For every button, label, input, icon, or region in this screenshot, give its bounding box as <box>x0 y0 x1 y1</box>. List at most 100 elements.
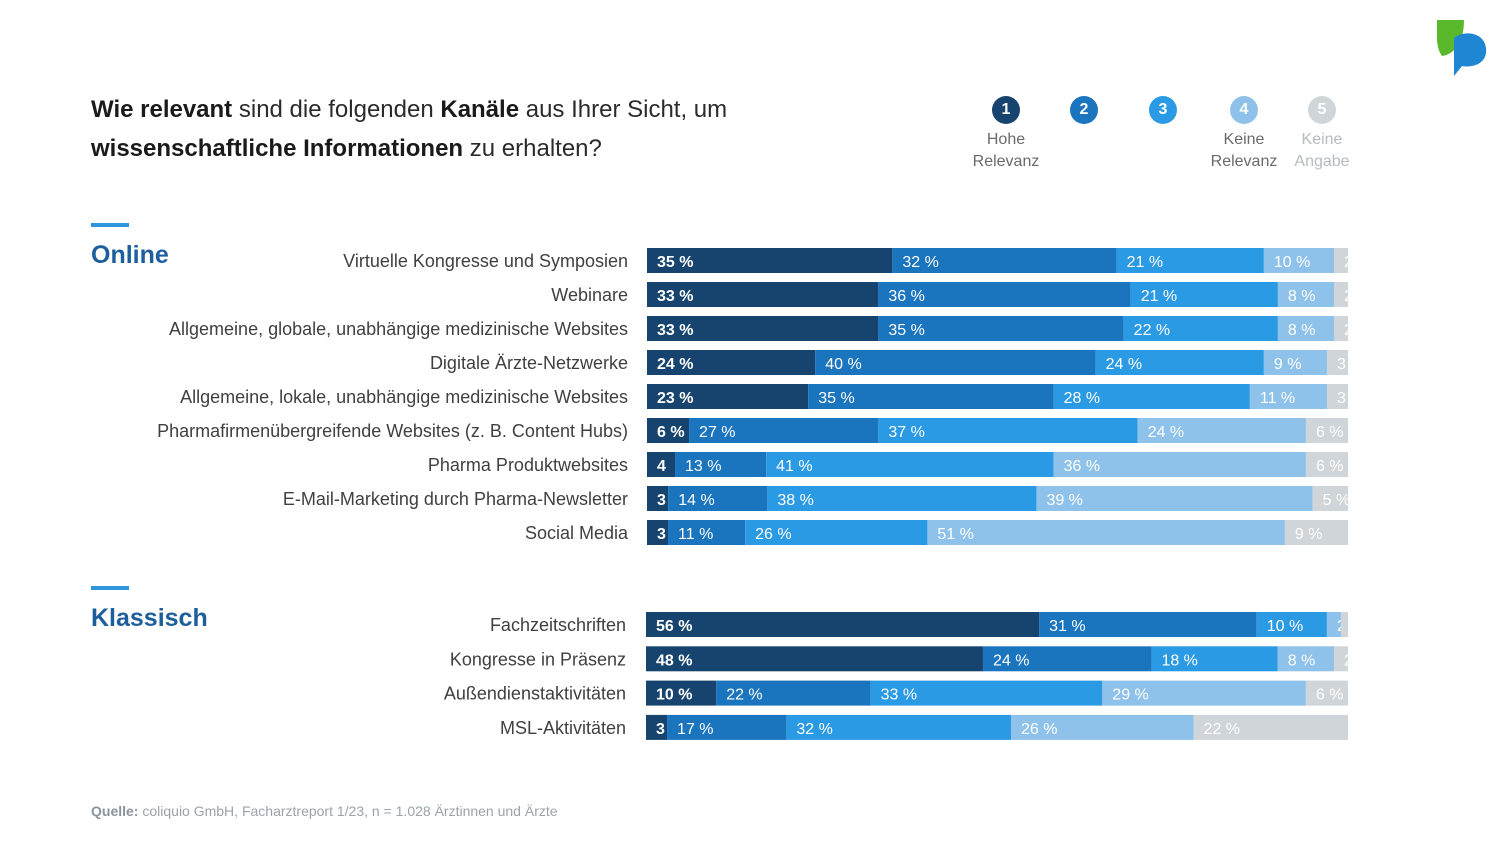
category-label: Social Media <box>525 523 629 543</box>
value-label: 4 <box>657 458 666 475</box>
coliquio-logo <box>1437 20 1487 76</box>
bar-segment-5 <box>1333 282 1348 307</box>
bar-segment-4 <box>1277 316 1334 341</box>
value-label: 11 % <box>1260 390 1295 407</box>
value-label: 36 % <box>1064 458 1100 475</box>
category-label: Virtuelle Kongresse und Symposien <box>343 251 628 271</box>
value-label: 9 % <box>1274 356 1302 373</box>
bar-segment-3 <box>1053 384 1250 409</box>
bar-segment-4 <box>1277 282 1334 307</box>
value-label: 35 % <box>818 390 854 407</box>
value-label: 27 % <box>699 424 735 441</box>
value-label: 39 % <box>1046 492 1082 509</box>
value-label: 2 <box>1344 254 1353 271</box>
category-label: Kongresse in Präsenz <box>450 649 626 669</box>
bar-segment-3 <box>766 452 1054 477</box>
value-label: 24 % <box>1148 424 1184 441</box>
bar-segment-4 <box>1036 486 1313 511</box>
bar-segment-1 <box>647 418 690 443</box>
value-label: 10 % <box>1267 618 1303 635</box>
bar-segment-4 <box>1053 452 1306 477</box>
bar-segment-5 <box>1333 646 1348 672</box>
value-label: 23 % <box>657 390 693 407</box>
value-label: 3 <box>1337 390 1346 407</box>
bar-segment-1 <box>647 486 669 511</box>
legend-circle: 5 <box>1308 96 1336 124</box>
bar-segment-2 <box>689 418 879 443</box>
value-label: 32 % <box>902 254 938 271</box>
bar-segment-1 <box>647 520 669 545</box>
value-label: 22 % <box>726 687 762 704</box>
value-label: 40 % <box>825 356 861 373</box>
category-label: Fachzeitschriften <box>490 615 626 635</box>
bar-segment-2 <box>815 350 1096 375</box>
legend-circle: 3 <box>1149 96 1177 124</box>
bar-segment-3 <box>767 486 1037 511</box>
value-label: 51 % <box>937 526 973 543</box>
category-label: MSL-Aktivitäten <box>500 718 626 738</box>
value-label: 3 <box>656 721 665 738</box>
bar-segment-1 <box>647 384 809 409</box>
value-label: 3 <box>657 492 666 509</box>
value-label: 38 % <box>777 492 813 509</box>
value-label: 11 % <box>678 526 713 543</box>
bar-segment-1 <box>647 248 893 273</box>
legend-item-3: 3 <box>1118 96 1208 124</box>
bar-segment-1 <box>647 282 879 307</box>
legend-label: Keine Angabe <box>1294 131 1350 170</box>
value-label: 33 % <box>881 687 917 704</box>
value-label: 32 % <box>796 721 832 738</box>
value-label: 24 % <box>1106 356 1142 373</box>
bar-segment-2 <box>878 282 1131 307</box>
value-label: 17 % <box>677 721 713 738</box>
source-note: Quelle: coliquio GmbH, Facharztreport 1/… <box>91 803 558 819</box>
value-label: 22 % <box>1134 322 1170 339</box>
bar-segment-2 <box>675 452 767 477</box>
bar-segment-4 <box>1137 418 1306 443</box>
bar-segment-3 <box>870 680 1103 706</box>
value-label: 26 % <box>755 526 791 543</box>
value-label: 37 % <box>888 424 924 441</box>
value-label: 21 % <box>1141 288 1177 305</box>
bar-segment-1 <box>647 316 879 341</box>
bar-segment-3 <box>1123 316 1278 341</box>
value-label: 29 % <box>1112 687 1148 704</box>
legend-label: Keine Relevanz <box>1210 131 1278 170</box>
bar-segment-2 <box>1039 612 1257 637</box>
bar-segment-1 <box>646 646 983 672</box>
value-label: 3 <box>1337 356 1346 373</box>
bar-segment-5 <box>1340 612 1348 637</box>
value-label: 24 % <box>993 652 1029 669</box>
bar-segment-5 <box>1305 680 1348 706</box>
bar-segment-2 <box>892 248 1117 273</box>
value-label: 22 % <box>1204 721 1240 738</box>
bar-segment-2 <box>716 680 871 706</box>
value-label: 8 % <box>1288 652 1316 669</box>
bar-segment-5 <box>1326 384 1348 409</box>
bar-segment-5 <box>1305 452 1348 477</box>
value-label: 33 % <box>657 288 693 305</box>
legend-item-2: 2 <box>1039 96 1129 124</box>
bar-segment-2 <box>667 714 787 740</box>
bar-segment-4 <box>1263 248 1334 273</box>
bar-segment-1 <box>647 452 676 477</box>
bar-segment-1 <box>647 350 816 375</box>
bar-segment-4 <box>1249 384 1327 409</box>
bar-segment-3 <box>1095 350 1264 375</box>
bar-segment-3 <box>1151 646 1278 672</box>
value-label: 36 % <box>888 288 924 305</box>
bar-segment-2 <box>808 384 1054 409</box>
bar-segment-2 <box>668 520 746 545</box>
legend-label: Hohe Relevanz <box>972 131 1040 170</box>
value-label: 21 % <box>1127 254 1163 271</box>
value-label: 8 % <box>1288 288 1316 305</box>
value-label: 10 % <box>1274 254 1310 271</box>
section-marker-klassisch <box>91 586 129 590</box>
bar-segment-4 <box>1263 350 1327 375</box>
value-label: 28 % <box>1064 390 1100 407</box>
bar-segment-5 <box>1333 316 1348 341</box>
value-label: 6 % <box>1316 424 1344 441</box>
bar-segment-3 <box>878 418 1138 443</box>
legend-circle: 4 <box>1230 96 1258 124</box>
value-label: 31 % <box>1049 618 1085 635</box>
